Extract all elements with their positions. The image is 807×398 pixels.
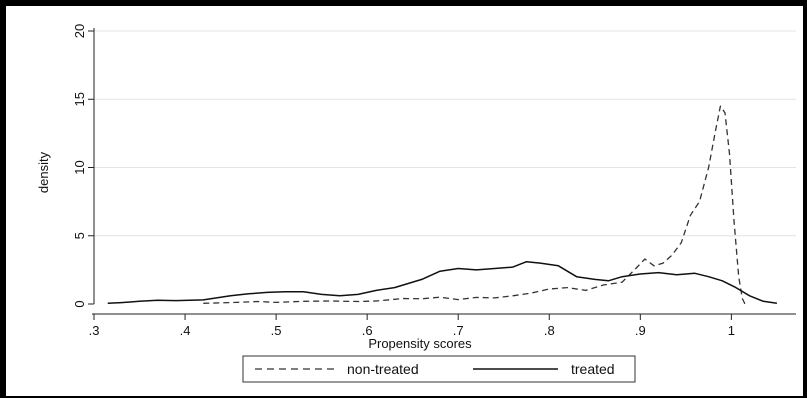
y-tick-label-2: 10 [72,160,87,174]
series-line-treated [107,260,778,305]
y-tick-label-3: 15 [72,92,87,106]
x-tick-label-5: .8 [544,323,555,338]
y-tick-label-1: 5 [72,232,87,239]
legend-label-non-treated: non-treated [347,361,419,377]
legend: non-treated treated [242,355,636,383]
x-tick-label-1: .4 [180,323,191,338]
gridlines [94,30,796,237]
density-chart: 0 5 10 15 20 .3 .4 .5 .6 .7 .8 .9 1 Propensity score… [36,24,796,383]
series-line-non-treated [203,105,746,305]
legend-label-treated: treated [571,361,615,377]
y-tick-label-4: 20 [72,24,87,38]
series-lines [107,105,778,305]
x-tick-label-4: .7 [453,323,464,338]
y-axis-title: density [36,151,51,193]
x-tick-label-6: .9 [635,323,646,338]
x-tick-label-0: .3 [89,323,100,338]
x-axis-title: Propensity scores [368,336,472,351]
y-tick-label-0: 0 [72,300,87,307]
x-tick-label-2: .5 [271,323,282,338]
x-tick-label-3: .6 [362,323,373,338]
axes: 0 5 10 15 20 .3 .4 .5 .6 .7 .8 .9 1 [72,24,796,338]
chart-frame: 0 5 10 15 20 .3 .4 .5 .6 .7 .8 .9 1 Propensity score… [6,6,803,396]
x-tick-label-7: 1 [728,323,735,338]
